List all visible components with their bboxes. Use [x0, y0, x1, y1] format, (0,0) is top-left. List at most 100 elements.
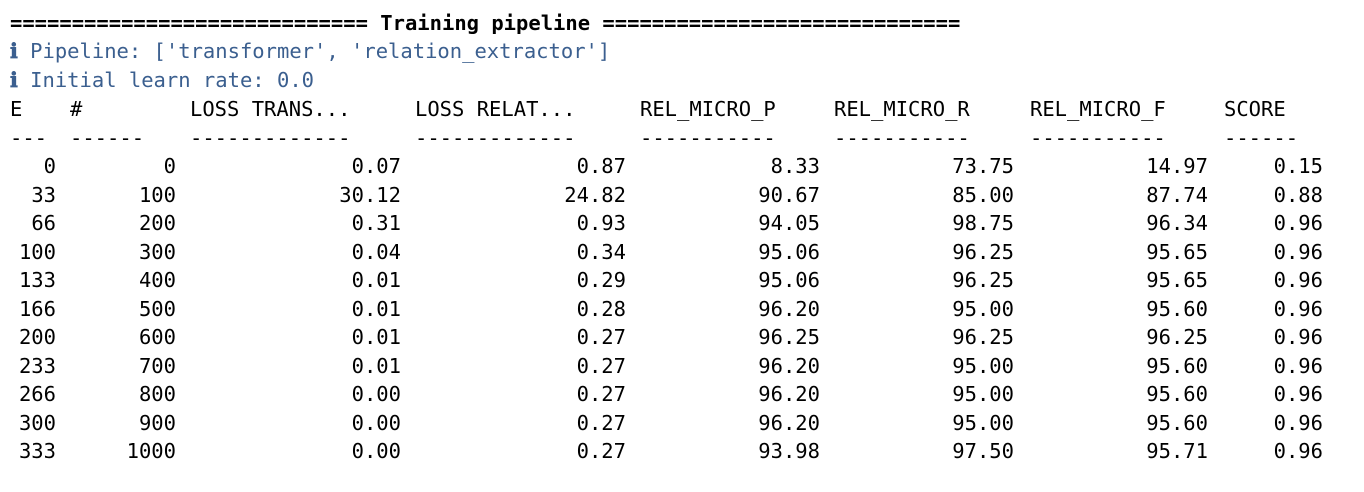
cell-loss-relation: 0.27 — [576, 353, 626, 378]
cell-rel-micro-r: 97.50 — [952, 439, 1014, 463]
separator-cell: ------ — [1224, 125, 1299, 150]
cell-rel-micro-f: 95.71 — [1146, 439, 1208, 463]
cell-rel-micro-r: 98.75 — [952, 211, 1014, 235]
cell-loss-transformer: 0.31 — [351, 211, 401, 235]
cell-loss-relation: 0.27 — [576, 439, 626, 463]
header-rel-micro-p: REL_MICRO_P — [640, 97, 776, 121]
cell-loss-transformer: 0.01 — [351, 325, 401, 349]
cell-loss-transformer: 30.12 — [339, 182, 401, 207]
cell-epoch: 0 — [43, 154, 56, 178]
cell-step: 300 — [138, 239, 176, 264]
cell-rel-micro-r: 96.25 — [952, 239, 1014, 264]
cell-epoch: 233 — [18, 353, 56, 378]
cell-rel-micro-f: 95.60 — [1146, 353, 1208, 378]
cell-step: 0 — [163, 154, 176, 178]
cell-loss-relation: 0.27 — [576, 325, 626, 349]
header-rel-micro-r: REL_MICRO_R — [834, 97, 970, 121]
cell-score: 0.96 — [1273, 296, 1323, 321]
table-header: E # LOSS TRANS... LOSS RELAT... REL_MICR… — [10, 95, 1355, 124]
separator-cell: ------------- — [415, 125, 576, 150]
cell-loss-transformer: 0.00 — [351, 410, 401, 435]
cell-loss-transformer: 0.00 — [351, 382, 401, 406]
cell-epoch: 166 — [18, 296, 56, 321]
header-rel-micro-f: REL_MICRO_F — [1030, 97, 1166, 121]
table-row: 100 300 0.04 0.34 95.06 96.25 95.65 0.96 — [10, 238, 1355, 267]
separator-cell: --- — [10, 125, 48, 150]
table-separator: --- ------ ------------- ------------- -… — [10, 124, 1355, 153]
table-row: 200 600 0.01 0.27 96.25 96.25 96.25 0.96 — [10, 323, 1355, 352]
cell-score: 0.96 — [1273, 268, 1323, 292]
cell-rel-micro-f: 96.25 — [1146, 325, 1208, 349]
header-score: SCORE — [1224, 97, 1286, 121]
cell-score: 0.96 — [1273, 353, 1323, 378]
cell-score: 0.15 — [1273, 154, 1323, 178]
cell-rel-micro-p: 8.33 — [770, 154, 820, 178]
cell-rel-micro-f: 87.74 — [1146, 182, 1208, 207]
cell-rel-micro-r: 95.00 — [952, 410, 1014, 435]
separator-cell: ----------- — [1030, 125, 1166, 150]
cell-rel-micro-f: 95.60 — [1146, 296, 1208, 321]
separator-cell: ------ — [70, 125, 145, 150]
cell-rel-micro-f: 95.60 — [1146, 410, 1208, 435]
cell-rel-micro-p: 96.20 — [758, 410, 820, 435]
cell-loss-relation: 0.34 — [576, 239, 626, 264]
cell-score: 0.96 — [1273, 410, 1323, 435]
table-row: 300 900 0.00 0.27 96.20 95.00 95.60 0.96 — [10, 409, 1355, 438]
cell-rel-micro-r: 95.00 — [952, 382, 1014, 406]
cell-step: 1000 — [126, 439, 176, 463]
cell-step: 400 — [138, 268, 176, 292]
cell-score: 0.96 — [1273, 439, 1323, 463]
cell-epoch: 100 — [18, 239, 56, 264]
cell-rel-micro-f: 14.97 — [1146, 154, 1208, 178]
cell-score: 0.96 — [1273, 325, 1323, 349]
cell-loss-relation: 24.82 — [564, 182, 626, 207]
cell-rel-micro-r: 96.25 — [952, 325, 1014, 349]
table-row: 333 1000 0.00 0.27 93.98 97.50 95.71 0.96 — [10, 437, 1355, 466]
cell-step: 700 — [138, 353, 176, 378]
separator-cell: ----------- — [640, 125, 776, 150]
cell-rel-micro-p: 96.25 — [758, 325, 820, 349]
header-epoch: E — [10, 97, 23, 121]
cell-epoch: 66 — [31, 211, 56, 235]
header-loss-transformer: LOSS TRANS... — [190, 97, 351, 121]
info-text-pipeline: Pipeline: ['transformer', 'relation_extr… — [30, 39, 611, 63]
pipeline-title: ============================= Training p… — [10, 11, 961, 35]
cell-loss-transformer: 0.04 — [351, 239, 401, 264]
cell-loss-relation: 0.27 — [576, 382, 626, 406]
cell-step: 100 — [138, 182, 176, 207]
cell-rel-micro-p: 95.06 — [758, 268, 820, 292]
cell-score: 0.96 — [1273, 239, 1323, 264]
separator-cell: ------------- — [190, 125, 351, 150]
cell-loss-transformer: 0.00 — [351, 439, 401, 463]
cell-rel-micro-p: 96.20 — [758, 382, 820, 406]
cell-loss-transformer: 0.07 — [351, 154, 401, 178]
cell-loss-relation: 0.87 — [576, 154, 626, 178]
cell-rel-micro-r: 95.00 — [952, 353, 1014, 378]
cell-rel-micro-f: 96.34 — [1146, 211, 1208, 235]
cell-epoch: 33 — [31, 182, 56, 207]
cell-rel-micro-p: 90.67 — [758, 182, 820, 207]
cell-loss-relation: 0.93 — [576, 211, 626, 235]
cell-loss-transformer: 0.01 — [351, 353, 401, 378]
cell-rel-micro-r: 95.00 — [952, 296, 1014, 321]
cell-loss-relation: 0.28 — [576, 296, 626, 321]
cell-step: 900 — [138, 410, 176, 435]
cell-rel-micro-f: 95.65 — [1146, 268, 1208, 292]
cell-rel-micro-p: 95.06 — [758, 239, 820, 264]
table-row: 266 800 0.00 0.27 96.20 95.00 95.60 0.96 — [10, 380, 1355, 409]
info-line-learn-rate: ℹ Initial learn rate: 0.0 — [10, 66, 1355, 95]
cell-epoch: 133 — [18, 268, 56, 292]
table-row: 66 200 0.31 0.93 94.05 98.75 96.34 0.96 — [10, 209, 1355, 238]
cell-rel-micro-r: 73.75 — [952, 154, 1014, 178]
info-icon: ℹ — [10, 39, 18, 63]
cell-epoch: 200 — [18, 325, 56, 349]
table-row: 233 700 0.01 0.27 96.20 95.00 95.60 0.96 — [10, 352, 1355, 381]
table-row: 0 0 0.07 0.87 8.33 73.75 14.97 0.15 — [10, 152, 1355, 181]
cell-score: 0.96 — [1273, 382, 1323, 406]
separator-cell: ----------- — [834, 125, 970, 150]
info-line-pipeline: ℹ Pipeline: ['transformer', 'relation_ex… — [10, 37, 1355, 66]
cell-step: 500 — [138, 296, 176, 321]
cell-loss-transformer: 0.01 — [351, 268, 401, 292]
cell-epoch: 266 — [18, 382, 56, 406]
cell-score: 0.88 — [1273, 182, 1323, 207]
